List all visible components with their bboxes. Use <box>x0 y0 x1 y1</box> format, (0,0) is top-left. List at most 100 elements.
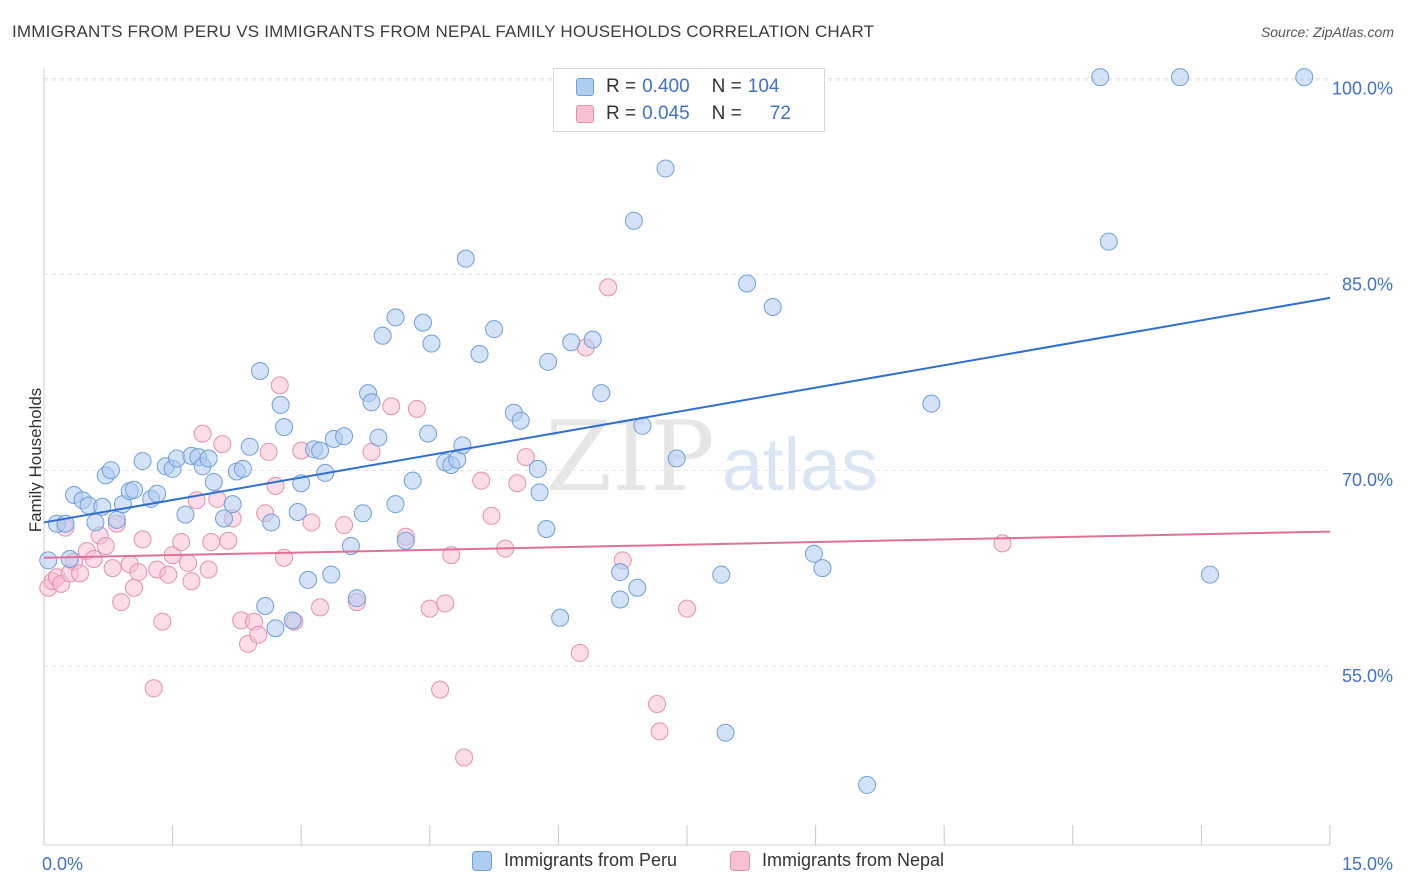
data-point-peru <box>107 510 126 529</box>
data-point-nepal <box>103 559 122 578</box>
data-point-nepal <box>219 531 238 550</box>
data-point-peru <box>60 550 79 569</box>
legend-item-nepal[interactable]: Immigrants from Nepal <box>730 850 944 871</box>
y-tick-label: 100.0% <box>1332 78 1393 98</box>
data-point-nepal <box>266 476 285 495</box>
data-point-nepal <box>302 513 321 532</box>
data-point-peru <box>275 418 294 437</box>
nepal-n-value: 72 <box>769 103 791 124</box>
data-point-nepal <box>84 550 103 569</box>
data-point-peru <box>256 597 275 616</box>
data-point-peru <box>456 249 475 268</box>
source-label: Source: ZipAtlas.com <box>1260 24 1394 40</box>
data-point-nepal <box>96 536 115 555</box>
watermark-zip: ZIP <box>545 401 714 513</box>
data-point-peru <box>262 513 281 532</box>
data-point-peru <box>413 313 432 332</box>
data-point-nepal <box>193 424 212 443</box>
nepal-r-value: 0.045 <box>642 103 690 124</box>
data-point-peru <box>656 159 675 178</box>
peru-r-label: R = <box>606 76 637 97</box>
data-point-peru <box>311 441 330 460</box>
data-point-peru <box>562 333 581 352</box>
data-point-nepal <box>182 572 201 591</box>
data-point-peru <box>422 334 441 353</box>
data-point-peru <box>299 570 318 589</box>
data-point-peru <box>271 395 290 414</box>
data-point-peru <box>86 513 105 532</box>
data-point-peru <box>419 424 438 443</box>
y-tick-label: 55.0% <box>1342 666 1393 686</box>
legend-item-peru[interactable]: Immigrants from Peru <box>472 850 677 871</box>
data-point-nepal <box>112 593 131 612</box>
data-point-nepal <box>311 598 330 617</box>
data-point-peru <box>804 544 823 563</box>
data-point-nepal <box>153 612 172 631</box>
tick-labels: 55.0% 70.0% 85.0% 100.0% 0.0% 15.0% <box>42 78 1393 874</box>
data-point-nepal <box>442 546 461 565</box>
legend-nepal-swatch-icon <box>730 850 750 871</box>
data-point-nepal <box>199 560 218 579</box>
data-point-peru <box>539 352 558 371</box>
data-point-peru <box>101 461 120 480</box>
legend-peru-swatch-icon <box>472 850 492 871</box>
data-point-peru <box>240 437 259 456</box>
legend-nepal-label: Immigrants from Nepal <box>762 850 945 870</box>
data-point-nepal <box>599 278 618 297</box>
data-point-peru <box>176 505 195 524</box>
data-point-peru <box>386 308 405 327</box>
data-point-nepal <box>270 376 289 395</box>
data-point-nepal <box>172 533 191 552</box>
data-point-peru <box>530 483 549 502</box>
data-point-peru <box>712 565 731 584</box>
nepal-n-label: N = <box>711 103 742 124</box>
data-point-peru <box>204 472 223 491</box>
chart-title: IMMIGRANTS FROM PERU VS IMMIGRANTS FROM … <box>12 22 875 41</box>
data-point-nepal <box>508 474 527 493</box>
data-point-peru <box>1091 68 1110 87</box>
data-point-nepal <box>431 680 450 699</box>
data-point-peru <box>667 449 686 468</box>
data-point-peru <box>624 211 643 230</box>
data-point-peru <box>551 608 570 627</box>
data-point-peru <box>1099 232 1118 251</box>
series-legend: Immigrants from Peru Immigrants from Nep… <box>0 850 1406 878</box>
data-point-peru <box>39 551 58 570</box>
data-point-peru <box>763 297 782 316</box>
data-point-peru <box>1170 68 1189 87</box>
nepal-swatch-icon <box>576 105 594 123</box>
data-point-nepal <box>71 564 90 583</box>
data-point-peru <box>386 495 405 514</box>
data-point-nepal <box>362 442 381 461</box>
legend-peru-label: Immigrants from Peru <box>504 850 678 870</box>
grid-lines <box>44 77 1330 667</box>
trend-line-peru <box>43 296 1331 524</box>
data-point-peru <box>223 495 242 514</box>
data-point-peru <box>373 326 392 345</box>
trend-line-nepal <box>43 530 1331 559</box>
data-point-peru <box>233 459 252 478</box>
stats-row-peru: R = 0.400 N = 104 <box>576 75 779 99</box>
data-point-peru <box>288 503 307 521</box>
data-point-peru <box>1200 565 1219 584</box>
data-point-nepal <box>407 399 426 418</box>
data-point-peru <box>403 471 422 490</box>
data-point-peru <box>199 449 218 468</box>
data-point-peru <box>369 428 388 447</box>
axes <box>43 68 1331 846</box>
data-point-nepal <box>472 471 491 490</box>
data-point-nepal <box>382 397 401 416</box>
data-point-peru <box>133 452 152 471</box>
data-point-nepal <box>335 516 354 535</box>
data-point-peru <box>251 361 270 380</box>
y-tick-label: 70.0% <box>1342 470 1393 490</box>
data-point-nepal <box>202 533 221 552</box>
data-point-peru <box>592 384 611 403</box>
watermark: ZIP atlas <box>545 401 878 513</box>
data-point-peru <box>341 536 360 555</box>
data-point-peru <box>716 723 735 742</box>
stats-legend: R = 0.400 N = 104 R = 0.045 N = 72 <box>553 68 825 132</box>
data-point-peru <box>537 519 556 538</box>
data-point-nepal <box>179 553 198 572</box>
data-point-nepal <box>213 435 232 454</box>
